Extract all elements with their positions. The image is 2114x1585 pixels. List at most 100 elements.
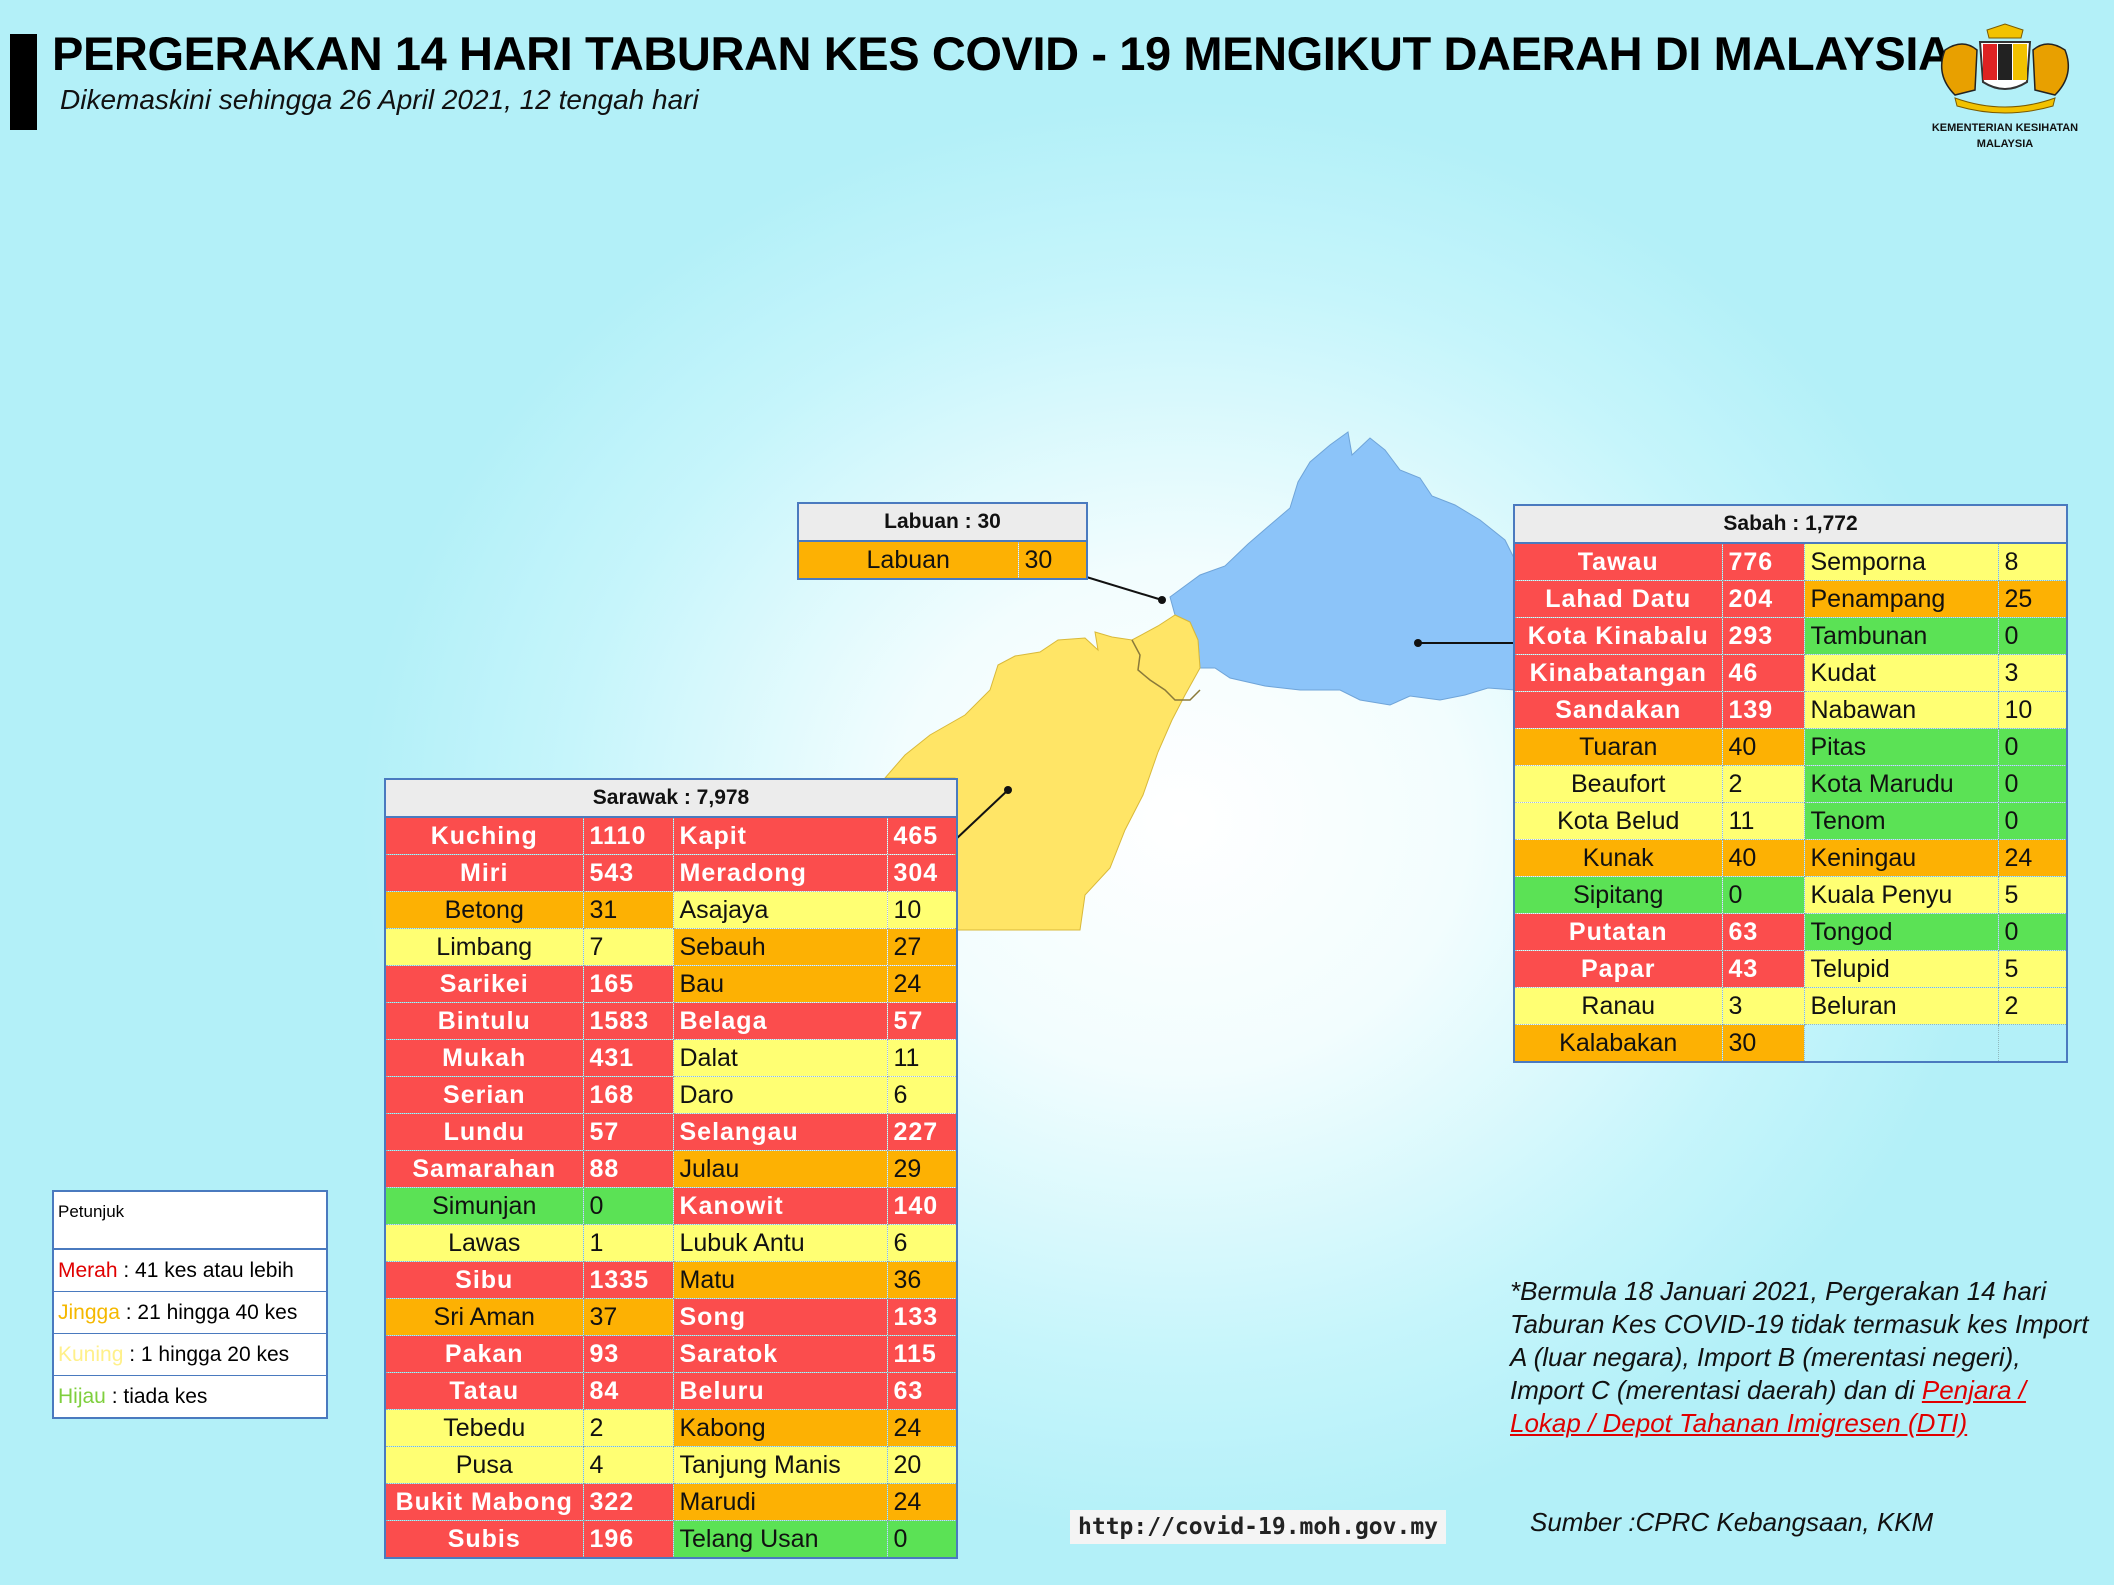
district-name: Lundu — [384, 1113, 584, 1151]
district-name: Nabawan — [1803, 691, 1999, 729]
legend-text: : 21 hingga 40 kes — [119, 1301, 298, 1324]
district-cases: 30 — [1017, 540, 1088, 580]
district-name: Miri — [384, 854, 584, 892]
table-row: Lawas 1 Lubuk Antu 6 — [384, 1224, 958, 1262]
table-row: Simunjan 0 Kanowit 140 — [384, 1187, 958, 1225]
district-name: Kota Marudu — [1803, 765, 1999, 803]
sarawak-marker — [1004, 786, 1012, 794]
district-cases: 3 — [1721, 987, 1805, 1025]
district-cases: 24 — [886, 1483, 958, 1521]
legend-item: Merah : 41 kes atau lebih — [54, 1250, 326, 1291]
district-name: Penampang — [1803, 580, 1999, 618]
district-name: Labuan — [797, 540, 1019, 580]
district-cases: 139 — [1721, 691, 1805, 729]
district-name: Lahad Datu — [1513, 580, 1723, 618]
district-cases: 31 — [582, 891, 674, 929]
district-cases: 0 — [1997, 913, 2068, 951]
district-name: Bau — [672, 965, 888, 1003]
table-row: Labuan 30 — [797, 540, 1088, 580]
district-cases: 227 — [886, 1113, 958, 1151]
legend-item: Hijau : tiada kes — [54, 1375, 326, 1417]
labuan-header: Labuan : 30 — [796, 502, 1089, 542]
table-row: Betong 31 Asajaya 10 — [384, 891, 958, 929]
table-row: Papar 43 Telupid 5 — [1513, 950, 2068, 988]
district-name: Simunjan — [384, 1187, 584, 1225]
district-cases: 5 — [1997, 876, 2068, 914]
district-name: Telupid — [1803, 950, 1999, 988]
table-row: Sarikei 165 Bau 24 — [384, 965, 958, 1003]
table-row: Sipitang 0 Kuala Penyu 5 — [1513, 876, 2068, 914]
district-cases: 57 — [582, 1113, 674, 1151]
sarawak-table: Sarawak : 7,978 Kuching 1110 Kapit 465 Miri 5… — [383, 778, 959, 1559]
district-cases: 465 — [886, 816, 958, 855]
district-cases: 43 — [1721, 950, 1805, 988]
footnote-link[interactable]: Penjara / Lokap / Depot Tahanan Imigrese… — [1510, 1375, 2026, 1438]
table-row: Tatau 84 Beluru 63 — [384, 1372, 958, 1410]
district-cases: 1110 — [582, 816, 674, 855]
coat-of-arms-icon — [1940, 23, 2070, 114]
district-name: Sandakan — [1513, 691, 1723, 729]
website-url[interactable]: http://covid-19.moh.gov.my — [1070, 1510, 1447, 1544]
district-cases: 6 — [886, 1224, 958, 1262]
title-accent-bar — [10, 34, 37, 130]
sabah-region[interactable] — [1169, 431, 1516, 706]
district-cases: 322 — [582, 1483, 674, 1521]
district-name: Ranau — [1513, 987, 1723, 1025]
district-name: Bintulu — [384, 1002, 584, 1040]
legend-title: Petunjuk — [54, 1192, 326, 1250]
district-cases: 140 — [886, 1187, 958, 1225]
district-cases: 37 — [582, 1298, 674, 1336]
district-name: Tongod — [1803, 913, 1999, 951]
table-row: Subis 196 Telang Usan 0 — [384, 1520, 958, 1559]
district-cases: 0 — [1721, 876, 1805, 914]
legend-key: Hijau — [58, 1385, 106, 1408]
district-cases — [1997, 1024, 2068, 1063]
table-row: Tebedu 2 Kabong 24 — [384, 1409, 958, 1447]
district-name: Subis — [384, 1520, 584, 1559]
sabah-sarawak-border — [1131, 639, 1201, 701]
district-cases: 0 — [1997, 728, 2068, 766]
sarawak-connector — [954, 789, 1009, 841]
district-cases: 6 — [886, 1076, 958, 1114]
table-row: Beaufort 2 Kota Marudu 0 — [1513, 765, 2068, 803]
district-cases: 8 — [1997, 542, 2068, 581]
district-name: Betong — [384, 891, 584, 929]
legend-key: Merah — [58, 1259, 118, 1282]
district-cases: 29 — [886, 1150, 958, 1188]
district-name: Kanowit — [672, 1187, 888, 1225]
district-cases: 1335 — [582, 1261, 674, 1299]
district-cases: 11 — [1721, 802, 1805, 840]
page-subtitle: Dikemaskini sehingga 26 April 2021, 12 t… — [60, 84, 699, 115]
labuan-marker — [1158, 596, 1166, 604]
ministry-emblem: KEMENTERIAN KESIHATAN MALAYSIA — [1915, 20, 2095, 152]
page-title: PERGERAKAN 14 HARI TABURAN KES COVID - 1… — [52, 27, 1952, 80]
district-name: Song — [672, 1298, 888, 1336]
district-cases: 63 — [886, 1372, 958, 1410]
source-credit: Sumber :CPRC Kebangsaan, KKM — [1530, 1507, 1934, 1537]
sabah-marker — [1414, 639, 1422, 647]
sabah-table: Sabah : 1,772 Tawau 776 Semporna 8 Lahad Dat… — [1512, 504, 2069, 1063]
district-cases: 196 — [582, 1520, 674, 1559]
district-cases: 84 — [582, 1372, 674, 1410]
district-name: Kapit — [672, 816, 888, 855]
district-cases: 25 — [1997, 580, 2068, 618]
district-name: Kabong — [672, 1409, 888, 1447]
district-cases: 204 — [1721, 580, 1805, 618]
legend-text: : tiada kes — [105, 1385, 208, 1408]
district-name — [1803, 1024, 1999, 1063]
district-name: Kota Kinabalu — [1513, 617, 1723, 655]
table-row: Miri 543 Meradong 304 — [384, 854, 958, 892]
district-cases: 0 — [582, 1187, 674, 1225]
district-cases: 93 — [582, 1335, 674, 1373]
district-cases: 40 — [1721, 728, 1805, 766]
district-name: Meradong — [672, 854, 888, 892]
district-cases: 5 — [1997, 950, 2068, 988]
district-name: Kalabakan — [1513, 1024, 1723, 1063]
table-row: Kalabakan 30 — [1513, 1024, 2068, 1063]
legend: Petunjuk Merah : 41 kes atau lebih Jingga… — [52, 1190, 328, 1419]
district-name: Tambunan — [1803, 617, 1999, 655]
labuan-table: Labuan : 30 Labuan 30 — [796, 502, 1089, 580]
district-name: Belaga — [672, 1002, 888, 1040]
district-name: Tenom — [1803, 802, 1999, 840]
table-row: Sandakan 139 Nabawan 10 — [1513, 691, 2068, 729]
